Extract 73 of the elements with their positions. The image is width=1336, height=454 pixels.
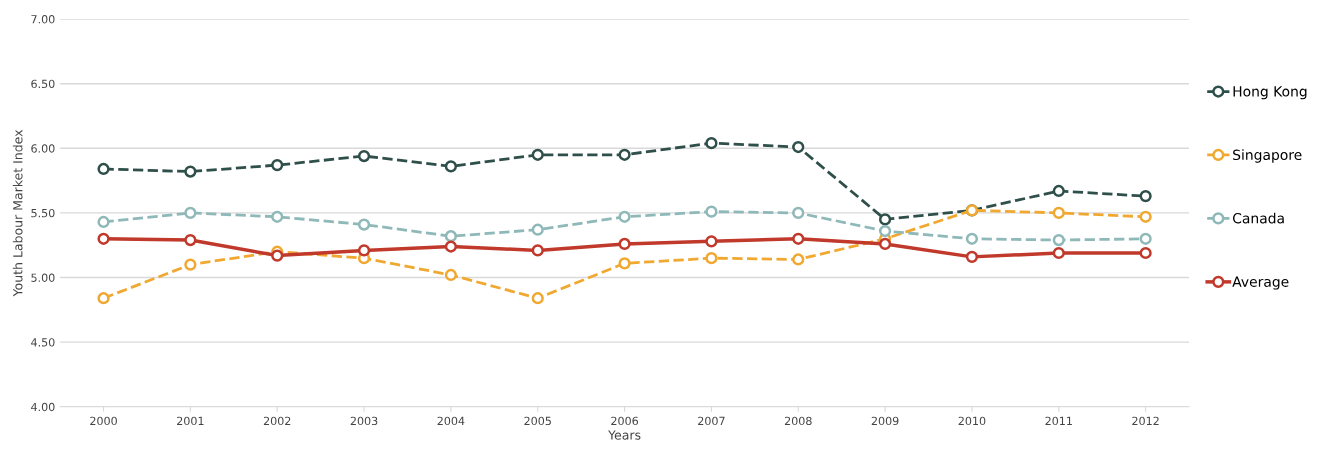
point bbox=[271, 159, 284, 172]
x-tick-label: 2006 bbox=[611, 416, 639, 426]
point bbox=[792, 232, 805, 245]
point bbox=[97, 232, 110, 245]
point bbox=[1139, 246, 1152, 260]
legend-label: Hong Kong bbox=[1233, 86, 1307, 100]
point bbox=[792, 140, 805, 154]
x-tick-label: 2000 bbox=[90, 416, 117, 426]
point bbox=[444, 160, 458, 173]
y-tick-label: 5.00 bbox=[31, 273, 55, 282]
point bbox=[271, 210, 284, 223]
x-axis-title: Years bbox=[608, 430, 641, 440]
point bbox=[1139, 232, 1152, 245]
point bbox=[1139, 210, 1152, 223]
point bbox=[184, 206, 197, 220]
point bbox=[965, 250, 979, 263]
point bbox=[618, 257, 631, 270]
point bbox=[444, 230, 458, 243]
point bbox=[705, 137, 718, 150]
point bbox=[705, 235, 718, 248]
point bbox=[531, 292, 544, 305]
x-tick-label: 2007 bbox=[698, 416, 725, 426]
point bbox=[271, 249, 284, 262]
y-tick-label: 4.50 bbox=[31, 338, 55, 347]
legend-label: Singapore bbox=[1233, 149, 1302, 163]
point bbox=[184, 233, 197, 247]
y-tick-label: 7.00 bbox=[31, 15, 55, 24]
point bbox=[357, 149, 371, 163]
y-tick-label: 6.00 bbox=[31, 144, 55, 153]
x-tick-label: 2012 bbox=[1132, 416, 1159, 426]
point bbox=[1052, 233, 1065, 247]
point bbox=[357, 218, 371, 231]
point bbox=[444, 268, 458, 282]
point bbox=[965, 232, 979, 245]
y-axis-title: Youth Labour Market Index bbox=[12, 129, 23, 297]
point bbox=[705, 252, 718, 265]
point bbox=[1052, 184, 1065, 198]
point bbox=[878, 224, 892, 238]
y-tick-label: 6.50 bbox=[31, 79, 55, 89]
point bbox=[357, 244, 371, 257]
point bbox=[705, 205, 718, 218]
y-tick-label: 5.50 bbox=[31, 208, 55, 218]
point bbox=[184, 165, 197, 178]
point bbox=[97, 162, 110, 176]
x-tick-label: 2004 bbox=[437, 416, 465, 426]
point bbox=[531, 244, 544, 257]
point bbox=[878, 213, 892, 226]
point bbox=[531, 148, 544, 161]
point bbox=[618, 148, 631, 161]
x-tick-label: 2011 bbox=[1045, 416, 1072, 426]
x-tick-label: 2008 bbox=[784, 416, 812, 426]
point bbox=[97, 292, 110, 305]
point bbox=[618, 237, 631, 251]
point bbox=[1052, 246, 1065, 260]
legend-label: Canada bbox=[1232, 212, 1284, 224]
point bbox=[444, 240, 458, 253]
point bbox=[878, 237, 892, 251]
x-tick-label: 2009 bbox=[871, 416, 899, 426]
x-tick-label: 2001 bbox=[177, 416, 204, 426]
point bbox=[792, 253, 805, 266]
point bbox=[1052, 206, 1065, 220]
point bbox=[531, 223, 544, 236]
x-tick-label: 2005 bbox=[524, 416, 551, 426]
point bbox=[97, 215, 110, 229]
x-tick-label: 2010 bbox=[958, 416, 986, 426]
legend-label: Average bbox=[1232, 276, 1289, 290]
y-tick-label: 4.00 bbox=[31, 402, 55, 412]
point bbox=[184, 258, 197, 271]
x-tick-label: 2002 bbox=[263, 416, 291, 426]
x-tick-label: 2003 bbox=[350, 416, 378, 426]
point bbox=[792, 206, 805, 220]
point bbox=[618, 210, 631, 223]
point bbox=[1139, 190, 1152, 203]
